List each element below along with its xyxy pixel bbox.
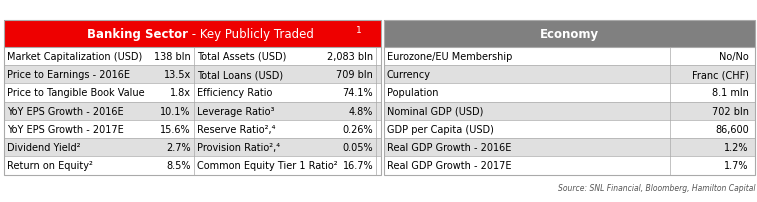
Bar bbox=[384, 66, 755, 84]
Text: Population: Population bbox=[387, 88, 438, 98]
Text: 1: 1 bbox=[356, 26, 362, 35]
Bar bbox=[384, 21, 755, 175]
Text: Real GDP Growth - 2017E: Real GDP Growth - 2017E bbox=[387, 161, 511, 171]
Text: 0.05%: 0.05% bbox=[343, 142, 373, 153]
Text: 86,600: 86,600 bbox=[715, 124, 749, 134]
Bar bbox=[4, 157, 381, 175]
Bar bbox=[4, 21, 381, 47]
Text: Efficiency Ratio: Efficiency Ratio bbox=[197, 88, 273, 98]
Text: Reserve Ratio²,⁴: Reserve Ratio²,⁴ bbox=[197, 124, 276, 134]
Text: YoY EPS Growth - 2016E: YoY EPS Growth - 2016E bbox=[7, 106, 123, 116]
Text: Common Equity Tier 1 Ratio²: Common Equity Tier 1 Ratio² bbox=[197, 161, 338, 171]
Bar bbox=[4, 47, 381, 66]
Bar bbox=[384, 102, 755, 120]
Text: 13.5x: 13.5x bbox=[164, 70, 191, 80]
Bar bbox=[4, 138, 381, 157]
Text: Leverage Ratio³: Leverage Ratio³ bbox=[197, 106, 274, 116]
Text: 1.8x: 1.8x bbox=[170, 88, 191, 98]
Text: 1.2%: 1.2% bbox=[724, 142, 749, 153]
Bar bbox=[4, 120, 381, 138]
Text: Eurozone/EU Membership: Eurozone/EU Membership bbox=[387, 52, 512, 62]
Bar bbox=[384, 157, 755, 175]
Text: Economy: Economy bbox=[540, 28, 600, 41]
Bar bbox=[4, 102, 381, 120]
Text: - Key Publicly Traded: - Key Publicly Traded bbox=[188, 28, 318, 41]
Text: Market Capitalization (USD): Market Capitalization (USD) bbox=[7, 52, 142, 62]
Bar bbox=[384, 120, 755, 138]
Text: Total Loans (USD): Total Loans (USD) bbox=[197, 70, 283, 80]
Text: Total Assets (USD): Total Assets (USD) bbox=[197, 52, 286, 62]
Bar bbox=[384, 138, 755, 157]
Text: Provision Ratio²,⁴: Provision Ratio²,⁴ bbox=[197, 142, 280, 153]
Text: 4.8%: 4.8% bbox=[349, 106, 373, 116]
Text: 15.6%: 15.6% bbox=[160, 124, 191, 134]
Text: Price to Earnings - 2016E: Price to Earnings - 2016E bbox=[7, 70, 129, 80]
Text: GDP per Capita (USD): GDP per Capita (USD) bbox=[387, 124, 494, 134]
Text: Nominal GDP (USD): Nominal GDP (USD) bbox=[387, 106, 483, 116]
Text: 74.1%: 74.1% bbox=[343, 88, 373, 98]
Bar bbox=[4, 66, 381, 84]
Text: Source: SNL Financial, Bloomberg, Hamilton Capital: Source: SNL Financial, Bloomberg, Hamilt… bbox=[558, 183, 755, 192]
Bar bbox=[384, 21, 755, 47]
Text: 0.26%: 0.26% bbox=[343, 124, 373, 134]
Text: 10.1%: 10.1% bbox=[160, 106, 191, 116]
Text: 138 bln: 138 bln bbox=[154, 52, 191, 62]
Text: 8.5%: 8.5% bbox=[167, 161, 191, 171]
Text: YoY EPS Growth - 2017E: YoY EPS Growth - 2017E bbox=[7, 124, 123, 134]
Bar bbox=[4, 84, 381, 102]
Text: 702 bln: 702 bln bbox=[712, 106, 749, 116]
Text: Banking Sector: Banking Sector bbox=[88, 28, 188, 41]
Text: No/No: No/No bbox=[719, 52, 749, 62]
Text: Currency: Currency bbox=[387, 70, 431, 80]
Text: 2.7%: 2.7% bbox=[166, 142, 191, 153]
Bar bbox=[4, 21, 381, 175]
Bar bbox=[384, 84, 755, 102]
Bar bbox=[384, 47, 755, 66]
Text: Price to Tangible Book Value: Price to Tangible Book Value bbox=[7, 88, 145, 98]
Text: Dividend Yield²: Dividend Yield² bbox=[7, 142, 80, 153]
Text: Return on Equity²: Return on Equity² bbox=[7, 161, 92, 171]
Text: 709 bln: 709 bln bbox=[336, 70, 373, 80]
Text: 8.1 mln: 8.1 mln bbox=[712, 88, 749, 98]
Text: 1.7%: 1.7% bbox=[724, 161, 749, 171]
Text: 16.7%: 16.7% bbox=[343, 161, 373, 171]
Text: Franc (CHF): Franc (CHF) bbox=[692, 70, 749, 80]
Text: Real GDP Growth - 2016E: Real GDP Growth - 2016E bbox=[387, 142, 511, 153]
Text: 2,083 bln: 2,083 bln bbox=[327, 52, 373, 62]
